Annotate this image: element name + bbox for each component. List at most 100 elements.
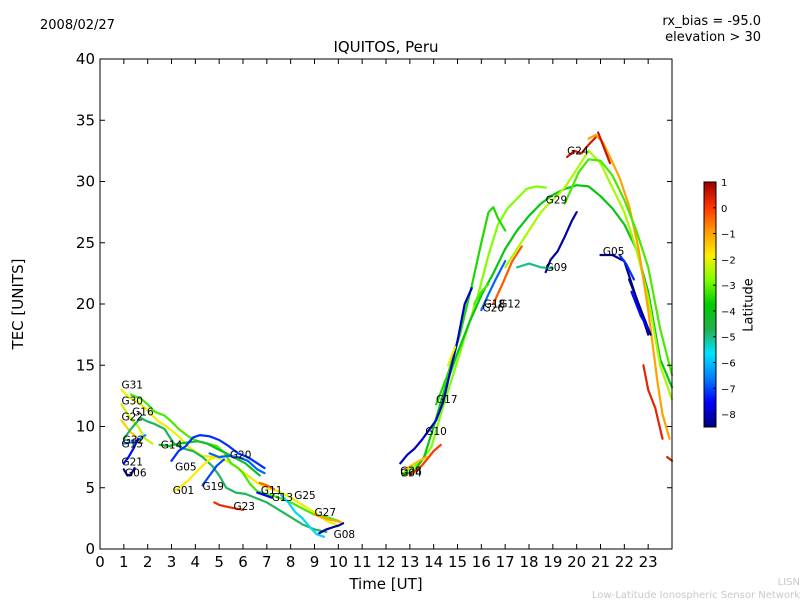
colorbar: 1 0 −1 −2 −3 −4 −5 −6 −7 −8 — [703, 178, 736, 428]
series-segment — [666, 456, 674, 462]
series-segment — [642, 364, 664, 440]
series-segment — [630, 290, 650, 330]
x-tick-label: 5 — [214, 553, 224, 571]
colorbar-tick-label: −1 — [721, 230, 736, 241]
label-g26: G26 — [483, 302, 505, 314]
series-g14 — [158, 440, 261, 477]
credit-long: Low-Latitude Ionospheric Sensor Network — [592, 590, 800, 601]
series-segment — [618, 253, 635, 281]
x-tick-label: 2 — [143, 553, 153, 571]
axes: 0 1 2 3 4 5 6 7 8 9 10 11 12 13 14 15 16 17 18 19 20 21 22 2305… — [76, 50, 673, 571]
label-g06: G06 — [125, 468, 147, 480]
x-tick-label: 19 — [543, 553, 562, 571]
x-tick-label: 18 — [519, 553, 538, 571]
series-g12 — [492, 245, 523, 306]
label-g20: G20 — [230, 449, 252, 461]
label-g28: G28 — [400, 465, 422, 477]
series-g13 — [256, 491, 273, 499]
x-tick-label: 21 — [591, 553, 610, 571]
colorbar-tick-label: 0 — [721, 204, 727, 215]
series-g11 — [258, 481, 276, 491]
series-g16 — [129, 393, 340, 522]
series-segment — [408, 443, 442, 477]
y-tick-label: 25 — [76, 234, 95, 252]
x-tick-label: 20 — [567, 553, 586, 571]
credit-footer: LISN Low-Latitude Ionospheric Sensor Net… — [560, 576, 800, 602]
y-tick-label: 15 — [76, 356, 95, 374]
x-tick-label: 4 — [191, 553, 201, 571]
date-label: 2008/02/27 — [40, 18, 115, 33]
label-g30: G30 — [121, 395, 143, 407]
series-segment — [404, 456, 428, 471]
label-g12: G12 — [499, 299, 521, 311]
x-tick-label: 11 — [353, 553, 372, 571]
colorbar-tick-label: −8 — [721, 410, 736, 421]
series-segment — [473, 283, 490, 306]
x-tick-label: 15 — [448, 553, 467, 571]
x-tick-label: 0 — [95, 553, 105, 571]
x-tick-label: 13 — [400, 553, 419, 571]
x-tick-label: 7 — [262, 553, 272, 571]
series-g08 — [318, 522, 345, 535]
label-g16: G16 — [132, 406, 154, 418]
y-tick-label: 5 — [85, 479, 95, 497]
x-tick-label: 17 — [496, 553, 515, 571]
label-g11: G11 — [261, 485, 283, 497]
colorbar-tick-label: 1 — [721, 178, 727, 189]
x-tick-label: 3 — [167, 553, 177, 571]
label-g21: G21 — [121, 457, 143, 469]
credit-short: LISN — [777, 577, 800, 588]
y-tick-label: 10 — [76, 418, 95, 436]
label-g17: G17 — [436, 394, 458, 406]
colorbar-tick-label: −6 — [721, 359, 736, 370]
label-g22: G22 — [121, 411, 143, 423]
series-g01 — [172, 454, 225, 493]
label-g13: G13 — [272, 492, 294, 504]
series-g23 — [213, 501, 245, 511]
elevation-text: elevation > 30 — [665, 30, 761, 45]
x-tick-label: 23 — [639, 553, 658, 571]
series-segment — [597, 131, 612, 165]
label-g09: G09 — [546, 262, 568, 274]
chart-title: IQUITOS, Peru — [333, 38, 439, 56]
series-segment — [587, 133, 671, 440]
series-g20 — [208, 452, 266, 475]
colorbar-tick-label: −4 — [721, 307, 736, 318]
label-g32: G32 — [123, 435, 144, 447]
label-g15: G15 — [121, 438, 143, 450]
series-g10 — [399, 287, 473, 465]
series-g24 — [566, 136, 597, 159]
series-segment — [446, 345, 457, 367]
label-g18: G18 — [484, 299, 506, 311]
label-g29: G29 — [546, 195, 568, 207]
bias-elevation-label: rx_bias = -95.0 elevation > 30 — [600, 14, 761, 46]
x-tick-label: 9 — [310, 553, 320, 571]
y-tick-label: 30 — [76, 173, 95, 191]
series-g27 — [313, 513, 342, 524]
label-g31: G31 — [121, 380, 143, 392]
series-g15 — [122, 416, 328, 533]
x-tick-label: 1 — [119, 553, 129, 571]
series-g04 — [401, 184, 674, 477]
colorbar-tick-label: −2 — [721, 255, 736, 266]
x-tick-label: 8 — [286, 553, 296, 571]
label-g23: G23 — [233, 501, 255, 513]
series-g28 — [401, 185, 547, 475]
series-g30 — [120, 403, 154, 445]
x-tick-label: 12 — [376, 553, 395, 571]
y-tick-label: 35 — [76, 111, 95, 129]
series-segment — [563, 158, 674, 377]
label-g24: G24 — [567, 146, 589, 158]
label-g05: G05 — [175, 462, 197, 474]
colorbar-tick-label: −3 — [721, 281, 736, 292]
label-g19: G19 — [202, 481, 224, 493]
colorbar-tick-label: −5 — [721, 333, 736, 344]
plot-frame — [99, 58, 673, 550]
label-g08: G08 — [334, 529, 356, 541]
label-g25: G25 — [294, 490, 316, 502]
series-g05 — [170, 434, 266, 470]
series-g26 — [480, 260, 507, 312]
label-g27: G27 — [315, 507, 337, 519]
